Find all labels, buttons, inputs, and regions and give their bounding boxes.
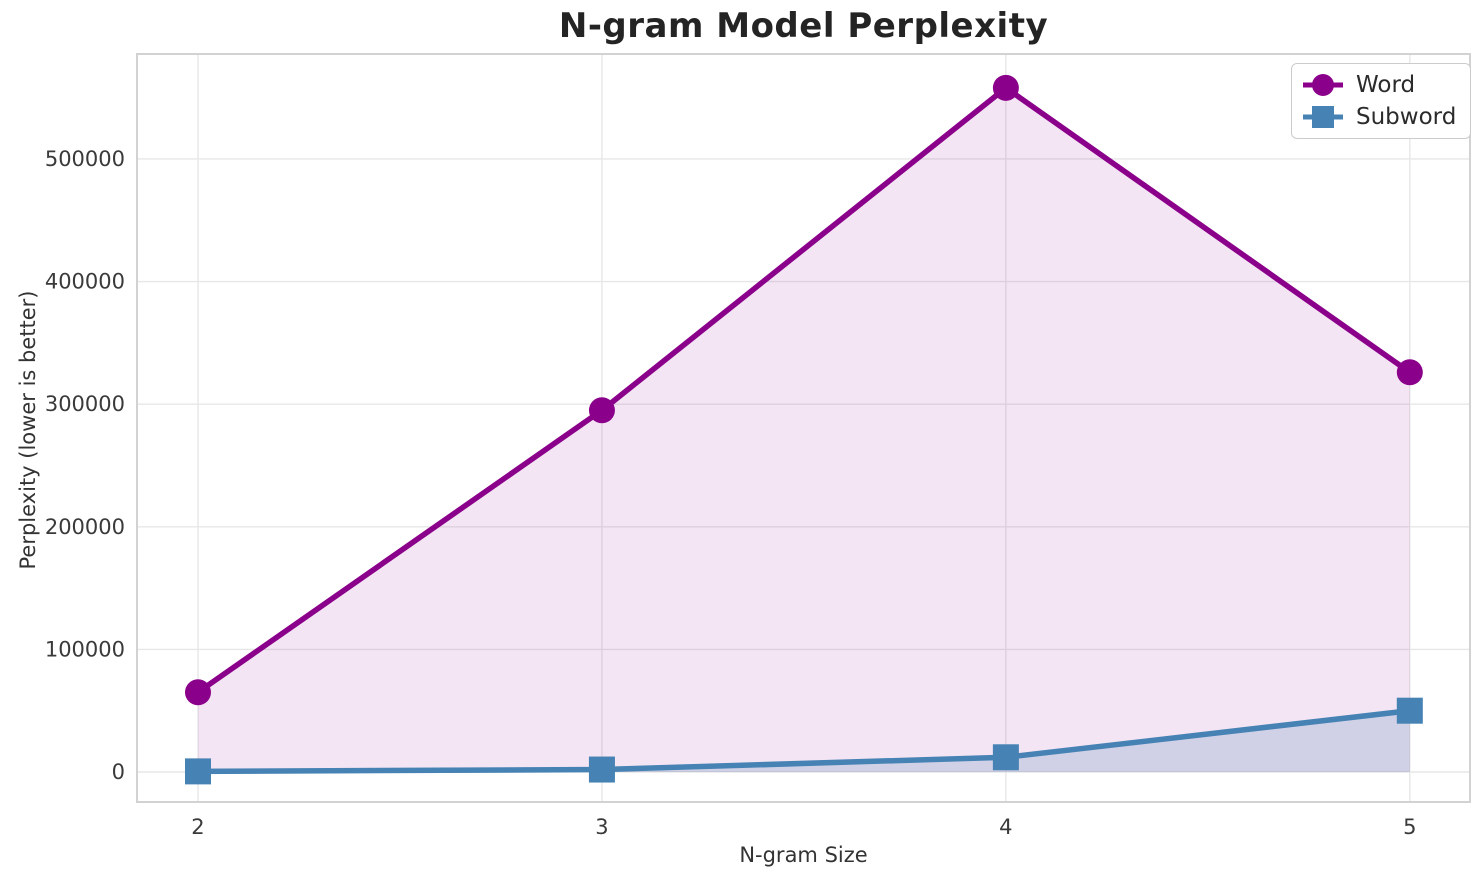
y-tick-label: 500000 [45, 147, 125, 171]
legend-item-word: Word [1300, 70, 1456, 100]
word-line [195, 85, 1413, 696]
word-area-fill [197, 87, 1410, 772]
plot-border [136, 53, 1471, 803]
y-tick-label: 100000 [45, 637, 125, 661]
word-data-point [1396, 359, 1423, 386]
legend-label-subword: Subword [1356, 104, 1457, 130]
subword-data-point [1396, 697, 1423, 724]
subword-data-point [184, 758, 211, 785]
legend: Word Subword [1291, 63, 1472, 139]
word-data-point [184, 679, 211, 706]
subword-data-point [588, 756, 615, 783]
chart-title: N-gram Model Perplexity [558, 6, 1049, 46]
word-data-point [992, 74, 1019, 101]
y-tick-label: 0 [112, 760, 125, 784]
x-axis-label: N-gram Size [739, 843, 868, 867]
x-tick-label: 2 [191, 815, 204, 839]
legend-item-subword: Subword [1300, 102, 1456, 132]
y-tick-label: 400000 [45, 270, 125, 294]
legend-label-word: Word [1356, 72, 1416, 98]
x-tick-label: 4 [999, 815, 1012, 839]
x-tick-label: 5 [1403, 815, 1416, 839]
y-tick-label: 200000 [45, 515, 125, 539]
y-tick-label: 300000 [45, 392, 125, 416]
subword-series-marker-icon [1303, 106, 1343, 128]
subword-data-point [992, 744, 1019, 771]
x-tick-label: 3 [595, 815, 608, 839]
word-series-marker-icon [1303, 74, 1343, 96]
subword-area-fill [197, 710, 1410, 772]
y-axis-label: Perplexity (lower is better) [16, 290, 40, 570]
word-data-point [588, 397, 615, 424]
subword-line [195, 707, 1413, 775]
